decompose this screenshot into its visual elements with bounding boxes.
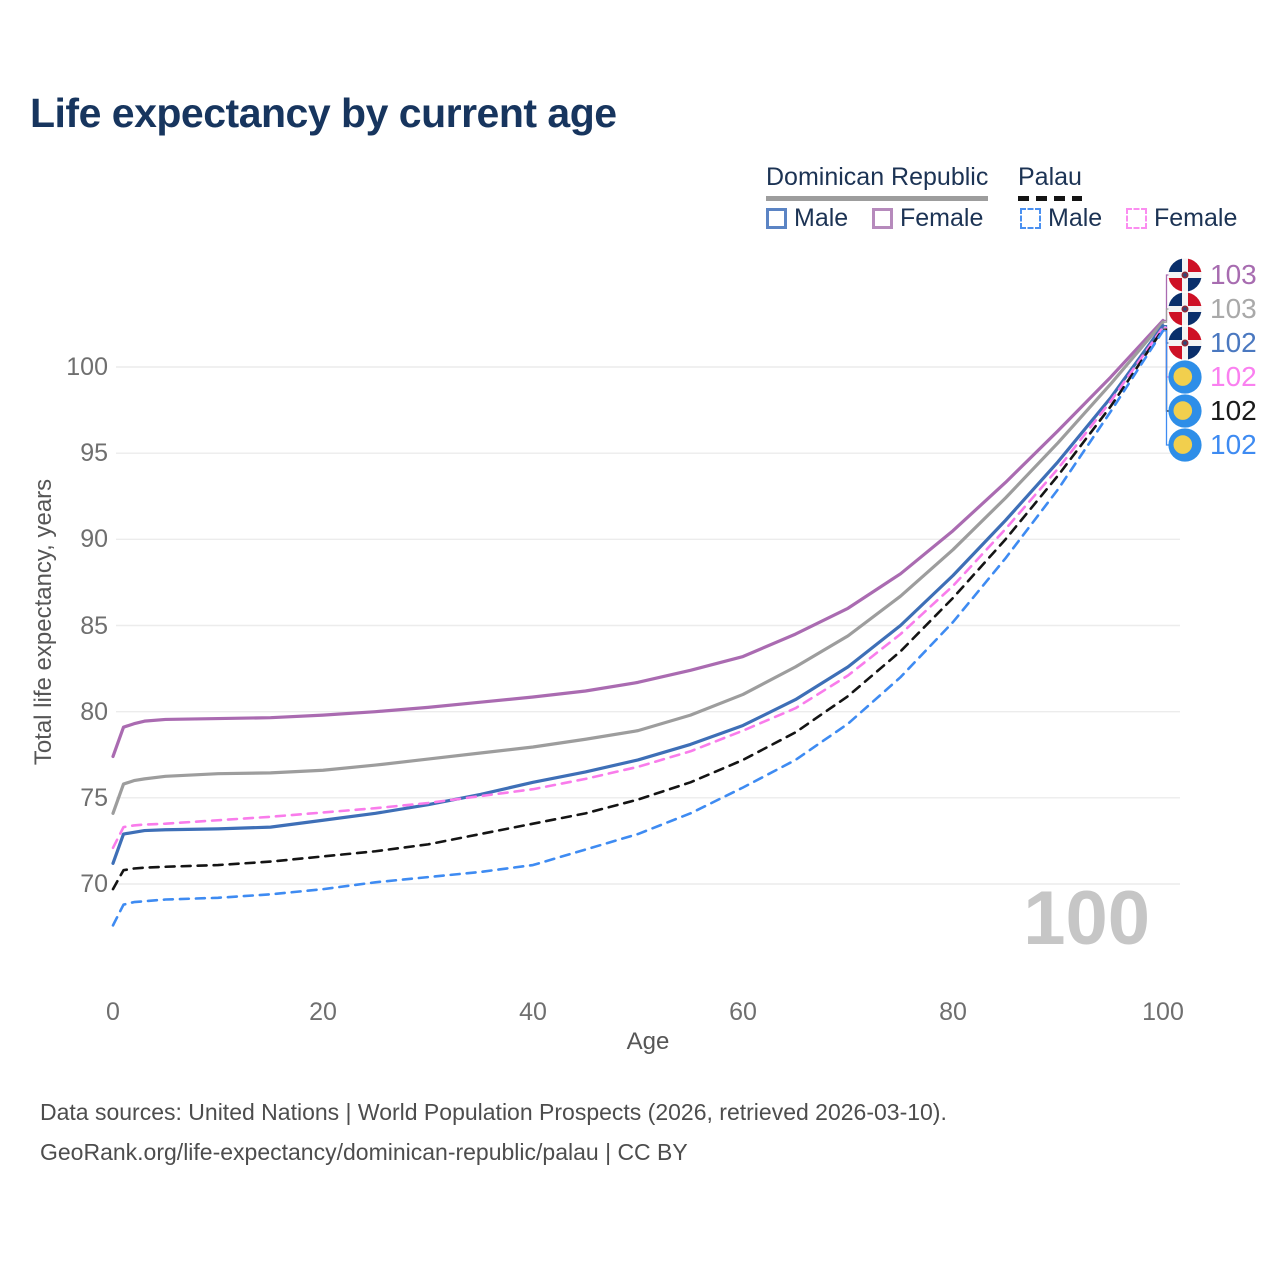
y-tick-100: 100 [66,353,108,381]
y-tick-70: 70 [80,870,108,898]
x-tick-0: 0 [106,998,120,1026]
x-tick-20: 20 [309,998,337,1026]
male-solid-swatch-icon [766,208,787,229]
age-counter-watermark: 100 [1023,876,1150,961]
dominican-republic-flag-icon [1168,292,1202,326]
y-tick-85: 85 [80,611,108,640]
end-label-value: 102 [1210,395,1257,426]
x-tick-80: 80 [939,998,967,1026]
x-tick-40: 40 [519,998,547,1026]
y-tick-80: 80 [80,697,108,726]
legend-item-label: Female [900,204,984,232]
legend-group-dominican-republic[interactable]: Dominican Republic [766,163,989,201]
y-tick-95: 95 [80,439,108,468]
end-label-value: 102 [1210,327,1257,358]
legend-item-label: Female [1154,204,1238,232]
footer-data-sources: Data sources: United Nations | World Pop… [40,1099,947,1125]
x-tick-60: 60 [729,998,757,1026]
series-line-palau-total[interactable] [111,327,1165,891]
legend-item-dr-male[interactable]: Male [766,204,848,233]
y-axis-title: Total life expectancy, years [30,478,57,766]
y-tick-75: 75 [80,783,108,812]
footer: Data sources: United Nations | World Pop… [40,1092,947,1172]
footer-attribution: GeoRank.org/life-expectancy/dominican-re… [40,1139,688,1165]
series-line-palau-female[interactable] [111,326,1165,850]
dominican-republic-flag-icon [1168,326,1202,360]
legend-group-line-dashed [1018,196,1082,201]
series-line-dominican-republic-total[interactable] [111,320,1165,815]
legend-item-palau-male[interactable]: Male [1020,204,1102,233]
legend-group-label: Palau [1018,163,1082,191]
end-label-row-dominican-republic-male: 102 [1168,326,1257,360]
female-dashed-swatch-icon [1126,208,1147,229]
series-line-dominican-republic-female[interactable] [111,318,1165,759]
x-tick-100: 100 [1142,998,1184,1026]
end-label-row-palau-male: 102 [1168,428,1257,462]
palau-flag-icon [1168,394,1202,428]
male-dashed-swatch-icon [1020,208,1041,229]
legend-group-line-solid [766,196,989,201]
legend-item-label: Male [1048,204,1103,232]
legend-group-label: Dominican Republic [766,163,989,191]
end-label-value: 103 [1210,293,1257,324]
end-label-row-dominican-republic-total: 103 [1168,292,1257,326]
series-line-dominican-republic-male[interactable] [111,324,1165,865]
end-label-value: 102 [1210,429,1257,460]
palau-flag-icon [1168,360,1202,394]
end-label-row-palau-female: 102 [1168,360,1257,394]
dominican-republic-flag-icon [1168,258,1202,292]
legend-item-palau-female[interactable]: Female [1126,204,1237,233]
y-tick-90: 90 [80,525,108,554]
series-line-palau-male[interactable] [111,329,1165,927]
end-label-value: 103 [1210,259,1257,290]
legend-item-label: Male [794,204,849,232]
x-axis-title: Age [626,1028,670,1055]
palau-flag-icon [1168,428,1202,462]
legend-group-palau[interactable]: Palau [1018,163,1082,201]
end-label-value: 102 [1210,361,1257,392]
line-chart [111,274,1180,927]
female-solid-swatch-icon [872,208,893,229]
legend-item-dr-female[interactable]: Female [872,204,983,233]
end-label-row-palau-total: 102 [1168,394,1257,428]
end-label-row-dominican-republic-female: 103 [1168,258,1257,292]
page-title: Life expectancy by current age [30,90,617,136]
